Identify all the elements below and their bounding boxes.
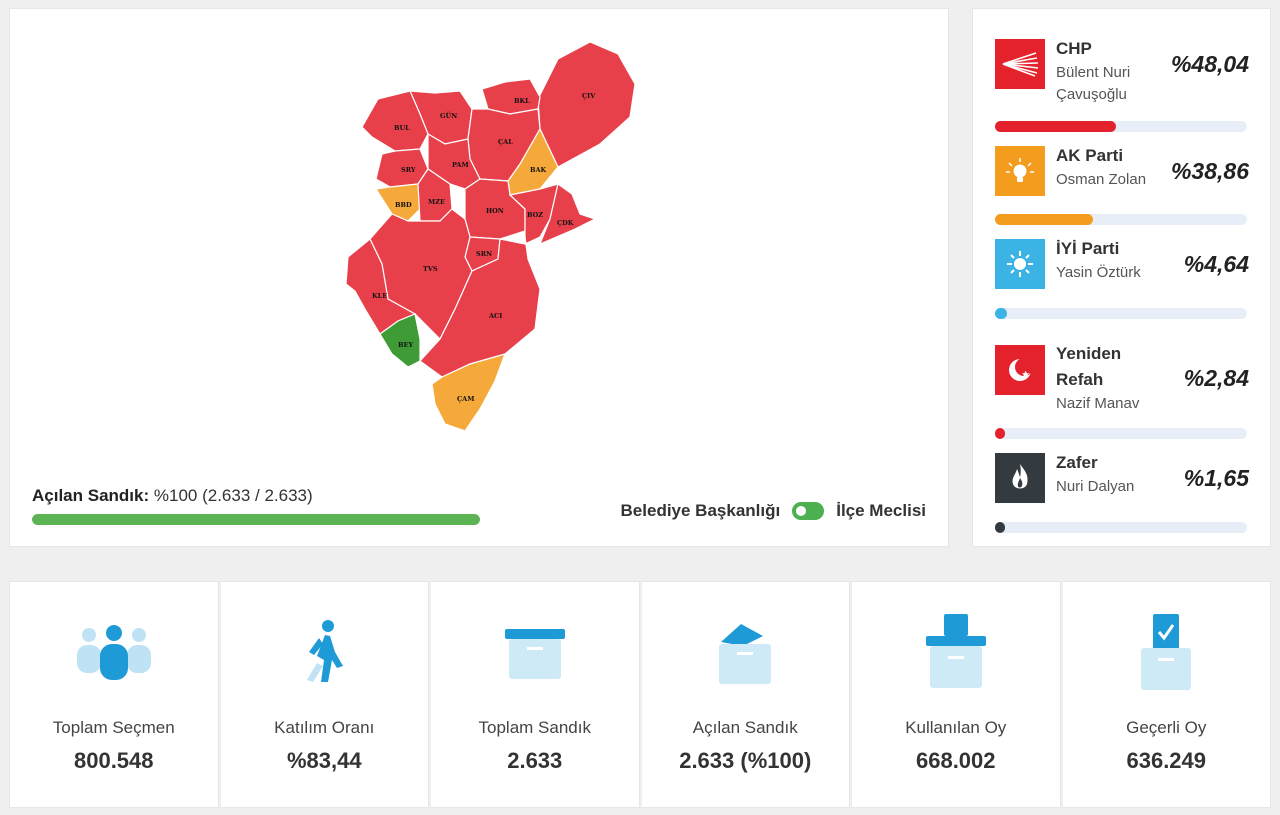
district-label-gun: GÜN xyxy=(440,111,457,120)
party-percent: %2,84 xyxy=(1183,365,1249,391)
toggle-label-council[interactable]: İlçe Meclisi xyxy=(836,501,926,520)
district-bey[interactable] xyxy=(379,313,421,368)
party-bar-fill xyxy=(995,214,1093,225)
party-bar xyxy=(995,522,1247,533)
party-percent: %48,04 xyxy=(1170,51,1249,77)
candidate-name: Bülent Nuri Çavuşoğlu xyxy=(1056,64,1131,103)
district-civ[interactable] xyxy=(537,41,636,168)
stat-value: 800.548 xyxy=(73,748,154,773)
stat-value: %83,44 xyxy=(286,748,362,773)
stat-total-ballot-boxes: Toplam Sandık 2.633 xyxy=(429,581,640,808)
candidate-name: Osman Zolan xyxy=(1056,171,1147,188)
district-label-cdk: ÇDK xyxy=(557,219,574,227)
candidate-name: Nazif Manav xyxy=(1056,395,1140,412)
party-bar xyxy=(995,121,1247,132)
progress-value: %100 (2.633 / 2.633) xyxy=(153,486,313,505)
valid-vote-check-icon xyxy=(1116,612,1216,694)
party-name: CHP xyxy=(1056,39,1092,58)
district-label-boz: BOZ xyxy=(527,211,543,219)
stat-label: Geçerli Oy xyxy=(1126,718,1207,737)
district-label-aci: ACI xyxy=(488,312,502,320)
district-label-sry: SRY xyxy=(401,166,416,174)
opened-ballot-box-icon xyxy=(695,612,795,694)
stat-label: Toplam Seçmen xyxy=(52,718,175,737)
party-percent: %1,65 xyxy=(1183,465,1249,491)
ballot-box-icon xyxy=(485,612,585,694)
stat-votes-cast: Kullanılan Oy 668.002 xyxy=(850,581,1061,808)
district-label-cam: ÇAM xyxy=(457,395,474,403)
stat-label: Toplam Sandık xyxy=(478,718,591,737)
party-bar xyxy=(995,214,1247,225)
walking-person-icon xyxy=(274,612,374,694)
district-label-kle: KLE xyxy=(372,292,387,300)
party-bar xyxy=(995,308,1247,319)
district-label-bey: BEY xyxy=(398,341,413,349)
district-label-civ: ÇIV xyxy=(582,92,596,100)
stat-label: Katılım Oranı xyxy=(274,718,375,737)
stat-label: Açılan Sandık xyxy=(692,718,798,737)
district-label-bbd: BBD xyxy=(395,201,412,209)
district-label-srn: SRN xyxy=(476,250,492,258)
party-percent: %4,64 xyxy=(1183,251,1249,277)
district-bkl[interactable] xyxy=(481,78,541,115)
stat-value: 636.249 xyxy=(1126,748,1207,773)
election-type-toggle-group: Belediye Başkanlığı İlçe Meclisi xyxy=(621,501,926,521)
stat-value: 2.633 xyxy=(507,748,563,773)
candidate-name: Yasin Öztürk xyxy=(1056,264,1141,281)
district-label-hon: HON xyxy=(486,207,504,215)
stat-label: Kullanılan Oy xyxy=(905,718,1007,737)
district-cdk[interactable] xyxy=(538,182,597,246)
progress-label: Açılan Sandık: xyxy=(32,486,150,505)
party-bar-fill xyxy=(995,308,1007,319)
zafer-flame-icon xyxy=(995,453,1045,503)
district-label-bkl: BKL xyxy=(514,97,530,105)
ballot-progress: Açılan Sandık: %100 (2.633 / 2.633) xyxy=(32,486,482,525)
stat-opened-ballot-boxes: Açılan Sandık 2.633 (%100) xyxy=(639,581,850,808)
district-label-cal: ÇAL xyxy=(498,138,513,146)
district-label-tvs: TVS xyxy=(423,265,438,273)
progress-bar xyxy=(32,514,480,525)
party-bar xyxy=(995,428,1247,439)
party-bar-fill xyxy=(995,121,1117,132)
stat-valid-votes: Geçerli Oy 636.249 xyxy=(1060,581,1271,808)
district-label-bul: BUL xyxy=(394,124,410,132)
party-name: AK Parti xyxy=(1056,146,1124,165)
akp-lightbulb-icon xyxy=(995,146,1045,196)
stats-row: Toplam Seçmen 800.548 Katılım Oranı %83,… xyxy=(9,581,1271,808)
party-name: Zafer xyxy=(1056,453,1098,472)
district-label-mze: MZE xyxy=(428,198,445,206)
party-bar-fill xyxy=(995,428,1005,439)
party-name: Yeniden Refah xyxy=(1056,344,1122,389)
progress-bar-fill xyxy=(32,514,480,525)
toggle-label-mayor[interactable]: Belediye Başkanlığı xyxy=(620,501,781,520)
stat-turnout: Katılım Oranı %83,44 xyxy=(218,581,429,808)
party-name: İYİ Parti xyxy=(1056,239,1120,258)
yrp-crescent-icon xyxy=(995,345,1045,395)
district-cam[interactable] xyxy=(431,353,506,432)
party-bar-fill xyxy=(995,522,1005,533)
district-label-pam: PAM xyxy=(452,161,469,169)
iyi-sun-icon xyxy=(995,239,1045,289)
ballot-cast-icon xyxy=(906,612,1006,694)
stat-value: 668.002 xyxy=(915,748,996,773)
election-type-toggle[interactable] xyxy=(792,502,825,520)
district-label-bak: BAK xyxy=(530,166,547,174)
party-results-card: CHP Bülent Nuri Çavuşoğlu %48,04 AK Part… xyxy=(972,8,1271,547)
map-card: ÇIV BKL GÜN BUL ÇAL PAM SRY BAK BBD MZE … xyxy=(9,8,949,547)
chp-six-arrows-icon xyxy=(995,39,1045,89)
stat-value: 2.633 (%100) xyxy=(679,748,812,773)
voters-group-icon xyxy=(64,612,164,694)
candidate-name: Nuri Dalyan xyxy=(1056,478,1135,495)
district-boz[interactable] xyxy=(508,183,559,245)
district-map: ÇIV BKL GÜN BUL ÇAL PAM SRY BAK BBD MZE … xyxy=(345,41,636,432)
party-percent: %38,86 xyxy=(1170,158,1249,184)
stat-total-voters: Toplam Seçmen 800.548 xyxy=(9,581,219,808)
